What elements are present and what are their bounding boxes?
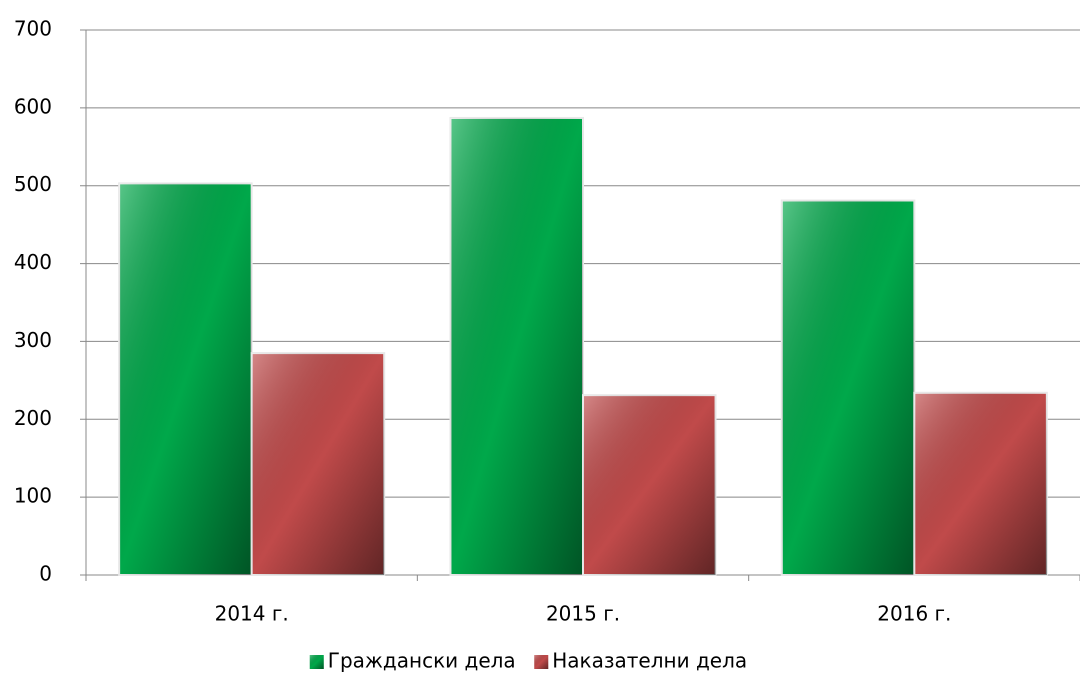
- bar: [780, 199, 916, 576]
- x-tick-label: 2014 г.: [215, 602, 289, 626]
- bar: [118, 182, 253, 576]
- y-tick-label: 500: [14, 172, 52, 196]
- x-tick-label: 2015 г.: [546, 602, 620, 626]
- y-tick-label: 200: [14, 406, 52, 430]
- legend-label: Граждански дела: [328, 649, 516, 673]
- bar: [250, 352, 386, 576]
- y-tick-label: 700: [14, 17, 52, 41]
- legend-swatch-shade: [534, 655, 549, 669]
- bar: [449, 116, 585, 576]
- y-tick-label: 0: [39, 562, 52, 586]
- bar: [582, 394, 717, 576]
- legend-swatch-shade: [309, 655, 324, 669]
- x-tick-label: 2016 г.: [877, 602, 951, 626]
- bar: [913, 391, 1048, 577]
- y-tick-label: 300: [14, 328, 52, 352]
- y-tick-label: 100: [14, 484, 52, 508]
- legend-label: Наказателни дела: [552, 649, 747, 673]
- y-tick-label: 400: [14, 250, 52, 274]
- y-tick-label: 600: [14, 94, 52, 118]
